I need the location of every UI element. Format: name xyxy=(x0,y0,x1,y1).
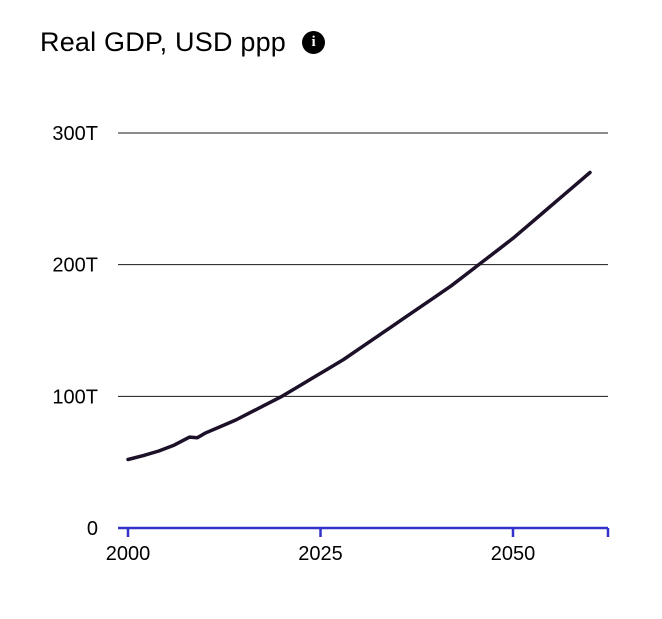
y-axis-tick-label: 100T xyxy=(52,386,98,408)
y-axis-tick-label: 300T xyxy=(52,123,98,145)
info-icon[interactable]: i xyxy=(302,31,326,54)
chart-title: Real GDP, USD ppp xyxy=(40,27,287,57)
y-axis-tick-label: 200T xyxy=(52,255,98,277)
y-axis-tick-label: 0 xyxy=(87,518,98,540)
x-axis-tick-label: 2050 xyxy=(491,543,536,565)
chart-header: Real GDP, USD ppp i xyxy=(40,27,326,58)
gdp-data-line[interactable] xyxy=(126,170,592,462)
x-axis-tick-label: 2025 xyxy=(298,543,343,565)
x-axis-tick-label: 2000 xyxy=(106,543,151,565)
